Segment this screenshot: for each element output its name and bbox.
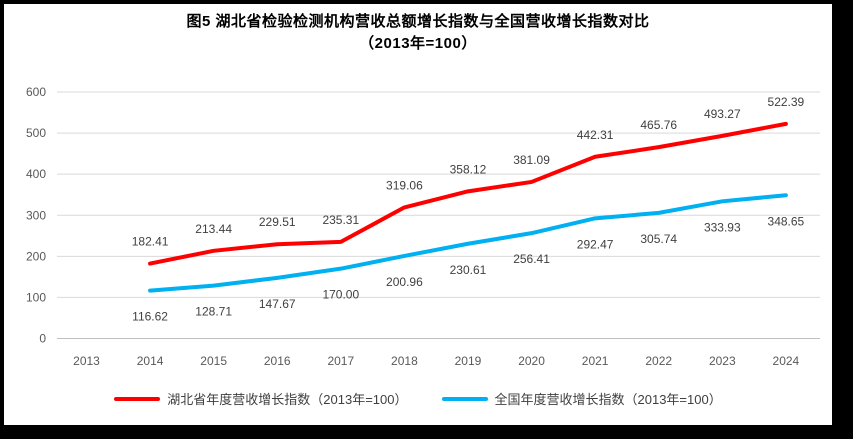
svg-text:2023: 2023 — [709, 354, 736, 368]
svg-text:600: 600 — [26, 85, 46, 99]
svg-text:292.47: 292.47 — [577, 237, 614, 251]
svg-text:442.31: 442.31 — [577, 128, 614, 142]
svg-text:500: 500 — [26, 126, 46, 140]
svg-text:200.96: 200.96 — [386, 275, 423, 289]
svg-text:2017: 2017 — [327, 354, 354, 368]
svg-text:2019: 2019 — [455, 354, 482, 368]
svg-text:2020: 2020 — [518, 354, 545, 368]
svg-text:305.74: 305.74 — [640, 232, 677, 246]
svg-text:2024: 2024 — [773, 354, 800, 368]
chart-title: 图5 湖北省检验检测机构营收总额增长指数与全国营收增长指数对比 （2013年=1… — [4, 11, 832, 55]
svg-text:182.41: 182.41 — [132, 235, 169, 249]
svg-text:358.12: 358.12 — [450, 162, 487, 176]
svg-text:2015: 2015 — [200, 354, 227, 368]
svg-text:116.62: 116.62 — [132, 310, 168, 324]
chart-title-line1: 图5 湖北省检验检测机构营收总额增长指数与全国营收增长指数对比 — [186, 13, 650, 30]
chart-title-line2: （2013年=100） — [359, 34, 477, 52]
svg-text:319.06: 319.06 — [386, 178, 423, 192]
legend: 湖北省年度营收增长指数（2013年=100） 全国年度营收增长指数（2013年=… — [4, 389, 832, 408]
svg-text:213.44: 213.44 — [195, 222, 232, 236]
svg-text:333.93: 333.93 — [704, 220, 741, 234]
legend-swatch-national — [441, 396, 488, 401]
svg-text:235.31: 235.31 — [322, 213, 359, 227]
svg-text:2013: 2013 — [73, 354, 100, 368]
svg-text:229.51: 229.51 — [259, 215, 296, 229]
svg-text:522.39: 522.39 — [768, 95, 805, 109]
svg-text:381.09: 381.09 — [513, 153, 550, 167]
legend-label-hubei: 湖北省年度营收增长指数（2013年=100） — [167, 392, 408, 407]
svg-text:230.61: 230.61 — [450, 263, 487, 277]
legend-swatch-hubei — [114, 396, 161, 401]
svg-text:170.00: 170.00 — [322, 288, 359, 302]
svg-text:2022: 2022 — [645, 354, 672, 368]
svg-text:100: 100 — [26, 290, 46, 304]
legend-item-national: 全国年度营收增长指数（2013年=100） — [441, 389, 722, 408]
svg-text:2018: 2018 — [391, 354, 418, 368]
svg-text:300: 300 — [26, 208, 46, 222]
legend-item-hubei: 湖北省年度营收增长指数（2013年=100） — [114, 389, 408, 408]
svg-text:147.67: 147.67 — [259, 297, 296, 311]
svg-text:465.76: 465.76 — [640, 118, 677, 132]
svg-text:348.65: 348.65 — [768, 214, 805, 228]
svg-text:2021: 2021 — [582, 354, 609, 368]
svg-text:128.71: 128.71 — [195, 305, 232, 319]
plot-area: 0 100 200 300 400 500 600 2013 2014 2015 2016 2017 2… — [26, 85, 820, 368]
svg-text:493.27: 493.27 — [704, 107, 741, 121]
svg-text:400: 400 — [26, 167, 46, 181]
svg-text:256.41: 256.41 — [513, 252, 550, 266]
svg-text:200: 200 — [26, 249, 46, 263]
svg-text:0: 0 — [39, 332, 46, 346]
svg-text:2014: 2014 — [137, 354, 164, 368]
legend-label-national: 全国年度营收增长指数（2013年=100） — [494, 392, 722, 407]
svg-text:2016: 2016 — [264, 354, 291, 368]
